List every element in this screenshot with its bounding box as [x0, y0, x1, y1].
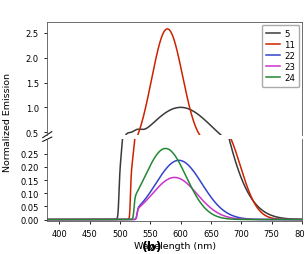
X-axis label: Wavelength (nm): Wavelength (nm) — [134, 241, 216, 250]
23 — [169, 177, 173, 180]
5 — [45, 218, 49, 221]
23 — [293, 218, 296, 221]
5 — [293, 218, 296, 221]
22 — [300, 218, 304, 221]
22 — [59, 218, 62, 221]
23 — [163, 180, 166, 183]
22 — [293, 218, 296, 221]
11 — [246, 187, 250, 190]
Text: Normalized Emission: Normalized Emission — [3, 73, 12, 171]
23 — [293, 218, 296, 221]
5 — [246, 191, 250, 194]
23 — [173, 176, 176, 179]
11 — [59, 218, 62, 221]
23 — [45, 218, 49, 221]
5 — [300, 218, 304, 221]
Line: 22: 22 — [47, 161, 302, 220]
22 — [163, 170, 166, 173]
Legend: 5, 11, 22, 23, 24: 5, 11, 22, 23, 24 — [262, 25, 300, 87]
22 — [246, 217, 250, 220]
Line: 5: 5 — [47, 0, 302, 220]
24 — [293, 218, 296, 221]
5 — [293, 218, 296, 221]
22 — [177, 159, 181, 162]
24 — [293, 218, 296, 221]
23 — [59, 218, 62, 221]
Line: 24: 24 — [47, 149, 302, 220]
23 — [246, 218, 250, 221]
24 — [246, 218, 250, 221]
22 — [169, 162, 173, 165]
5 — [59, 218, 62, 221]
11 — [293, 218, 296, 221]
Line: 23: 23 — [47, 178, 302, 220]
22 — [45, 218, 49, 221]
Line: 11: 11 — [47, 0, 302, 220]
Text: (b): (b) — [142, 240, 163, 253]
24 — [300, 218, 304, 221]
23 — [300, 218, 304, 221]
24 — [169, 150, 173, 153]
11 — [300, 218, 304, 221]
11 — [45, 218, 49, 221]
24 — [163, 148, 166, 151]
22 — [293, 218, 296, 221]
24 — [45, 218, 49, 221]
24 — [59, 218, 62, 221]
11 — [293, 218, 296, 221]
24 — [164, 147, 167, 150]
